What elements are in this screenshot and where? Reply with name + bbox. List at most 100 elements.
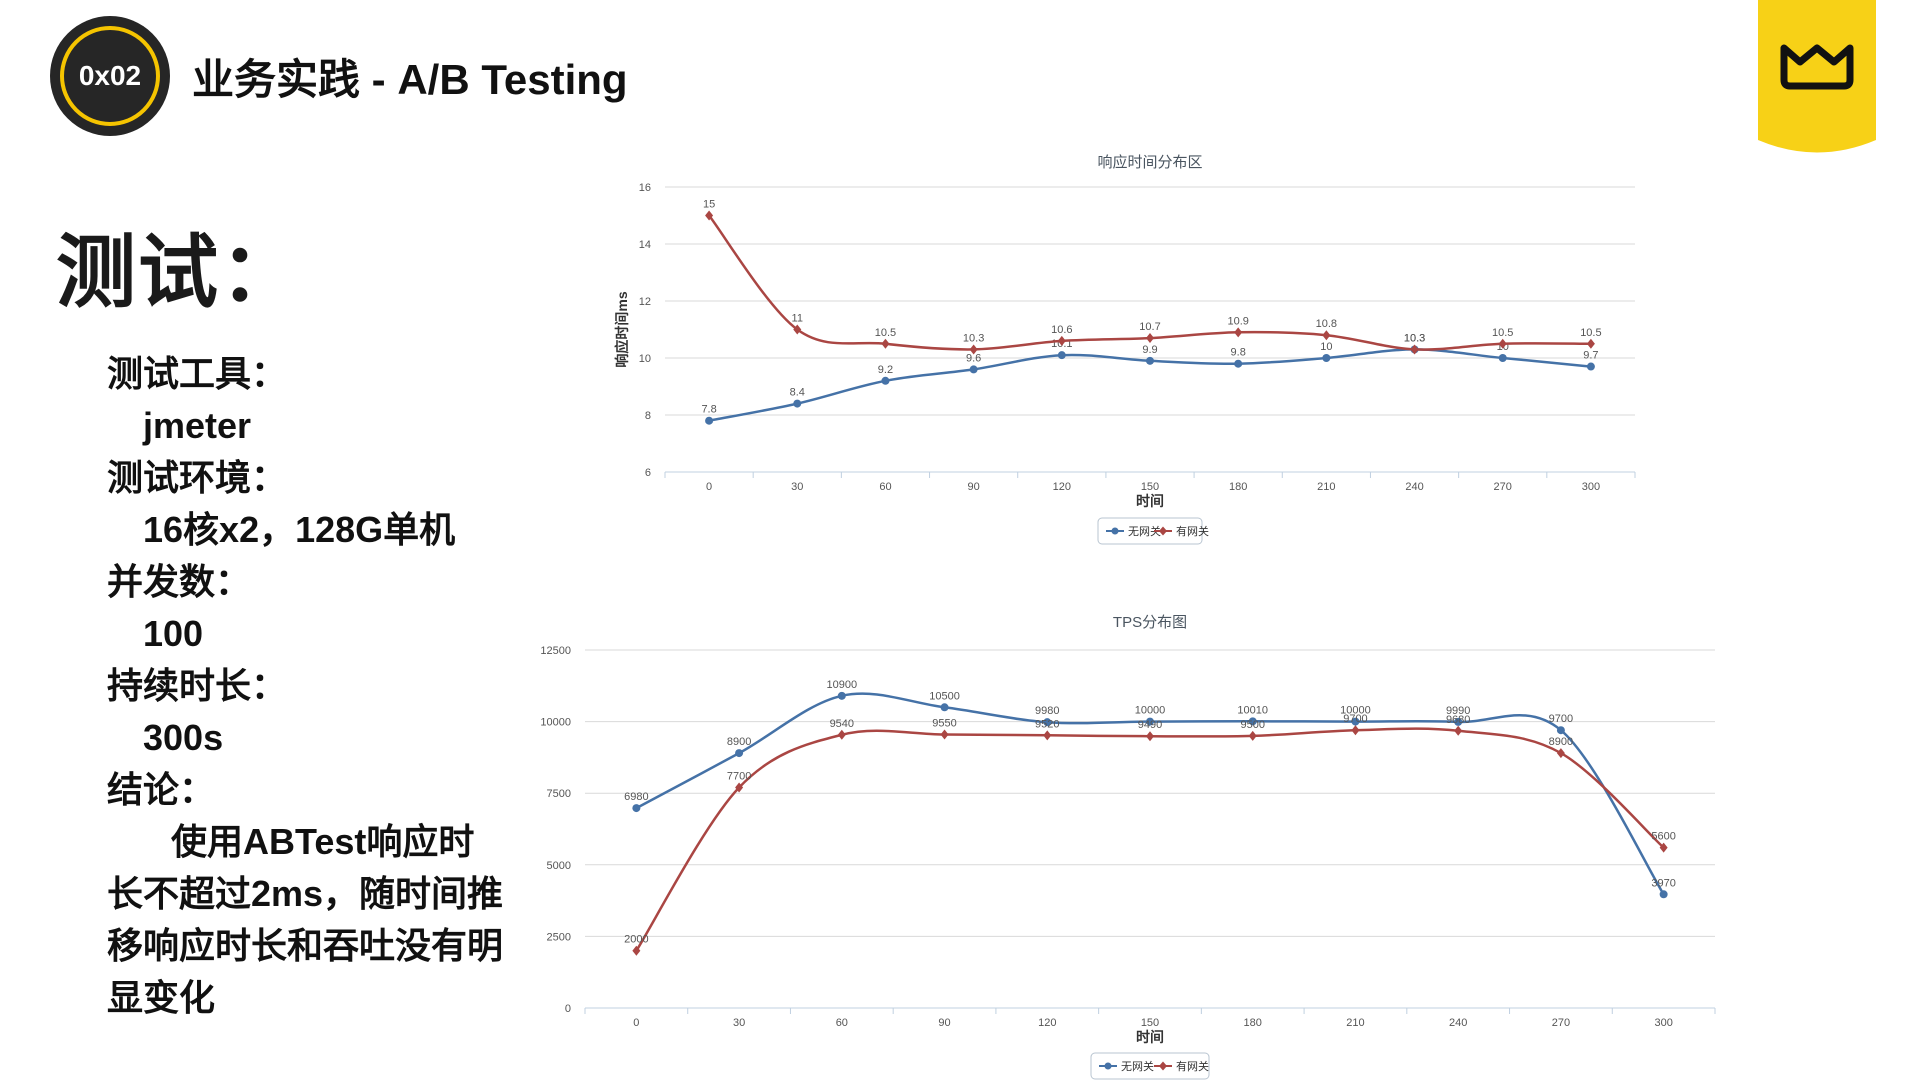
x-tick-label: 180 [1229,481,1247,493]
data-point [1498,338,1507,349]
data-point [881,376,890,385]
data-label: 8900 [727,736,751,748]
y-tick-label: 14 [639,239,651,251]
y-tick-label: 7500 [547,788,571,800]
data-label: 9.9 [1142,344,1157,356]
data-point [1248,717,1257,726]
legend-label-1: 无网关 [1128,524,1161,538]
y-tick-label: 16 [639,182,651,194]
tool-label: 测试工具： [107,353,288,394]
section-heading: 测试： [56,228,302,317]
x-tick-label: 150 [1141,481,1159,493]
legend-marker-2 [1159,526,1167,536]
x-tick-label: 150 [1141,1017,1159,1029]
data-label: 10 [1320,341,1332,353]
x-axis-title: 时间 [1136,493,1164,509]
data-label: 10.8 [1316,318,1337,330]
tps-chart: TPS分布图 0 2500 5000 7500 10000 12500 0 30 60 90 120 1… [535,600,1720,1080]
data-point [1586,338,1595,349]
x-tick-label: 210 [1346,1017,1364,1029]
y-tick-label: 8 [645,410,651,422]
x-tick-label: 300 [1582,481,1600,493]
data-point [881,338,890,349]
data-label: 10.5 [1580,327,1601,339]
data-point [1234,359,1243,368]
data-point [1057,335,1066,346]
data-point [1248,730,1257,741]
data-label: 9700 [1549,713,1573,725]
concurrency-value: 100 [143,613,204,654]
y-tick-label: 5000 [547,860,571,872]
chart-title: TPS分布图 [1113,614,1187,631]
data-label: 3970 [1651,877,1675,889]
data-label: 7.8 [701,404,716,416]
data-label: 5600 [1651,831,1675,843]
data-label: 7700 [727,770,751,782]
test-notes: 测试工具： jmeter 测试环境： 16核x2，128G单机 并发数： 100… [107,348,507,1024]
data-point [632,804,641,813]
data-label: 9500 [1240,719,1264,731]
data-label: 9980 [1035,705,1059,717]
x-tick-label: 210 [1317,481,1335,493]
x-tick-label: 120 [1053,481,1071,493]
data-point [1146,717,1154,726]
data-point [1146,356,1154,365]
legend-label-2: 有网关 [1176,524,1209,538]
data-point [1043,718,1052,727]
x-tick-label: 300 [1654,1017,1672,1029]
data-label: 10.9 [1227,315,1248,327]
x-tick-label: 90 [968,481,980,493]
data-point [735,749,744,758]
x-tick-label: 180 [1244,1017,1262,1029]
data-point [1498,354,1507,362]
legend-box [1090,1052,1210,1080]
legend-marker-1 [1104,1062,1112,1070]
data-label: 10010 [1237,704,1268,716]
data-point [1454,725,1463,736]
legend-marker-2 [1159,1061,1167,1071]
y-tick-label: 12 [639,296,651,308]
series-line-1 [635,692,1665,895]
data-label: 10000 [1340,705,1371,717]
chart-title: 响应时间分布区 [1097,153,1202,171]
x-tick-label: 60 [836,1017,848,1029]
slide-title: 业务实践 - A/B Testing [192,56,628,103]
response-time-chart: 响应时间分布区 6 8 10 12 14 16 0 30 60 90 120 150 180 210 240 2… [614,145,1640,545]
data-point [793,324,802,335]
x-tick-label: 120 [1038,1017,1056,1029]
duration-label: 持续时长： [107,665,288,706]
data-point [1146,731,1154,742]
data-point [1043,730,1052,741]
x-tick-label: 240 [1405,481,1423,493]
data-point [1556,726,1565,735]
data-point [1659,890,1668,899]
y-axis-title: 响应时间ms [614,291,630,367]
env-label: 测试环境： [107,457,288,498]
data-point [735,782,744,793]
x-tick-label: 0 [706,481,712,493]
y-tick-label: 10000 [540,717,571,729]
legend-label-2: 有网关 [1176,1059,1209,1073]
x-tick-label: 30 [791,481,803,493]
data-point [705,416,714,425]
data-point [1351,717,1360,726]
data-point [1586,362,1595,371]
data-point [632,945,641,956]
data-point [1454,717,1463,726]
data-label: 10.3 [1404,332,1425,344]
brand-logo-icon [1758,0,1876,153]
y-tick-label: 2500 [547,931,571,943]
data-point [1556,748,1565,759]
concurrency-label: 并发数： [107,561,252,602]
data-label: 9700 [1343,713,1367,725]
data-label: 2000 [624,934,648,946]
data-point [940,729,949,740]
data-point [793,399,802,408]
data-label: 9.2 [878,364,893,376]
data-point [1322,330,1331,341]
data-point [1410,344,1419,355]
data-point [837,729,846,740]
x-tick-label: 0 [633,1017,639,1029]
data-label: 10000 [1135,705,1166,717]
data-point [1322,354,1331,362]
